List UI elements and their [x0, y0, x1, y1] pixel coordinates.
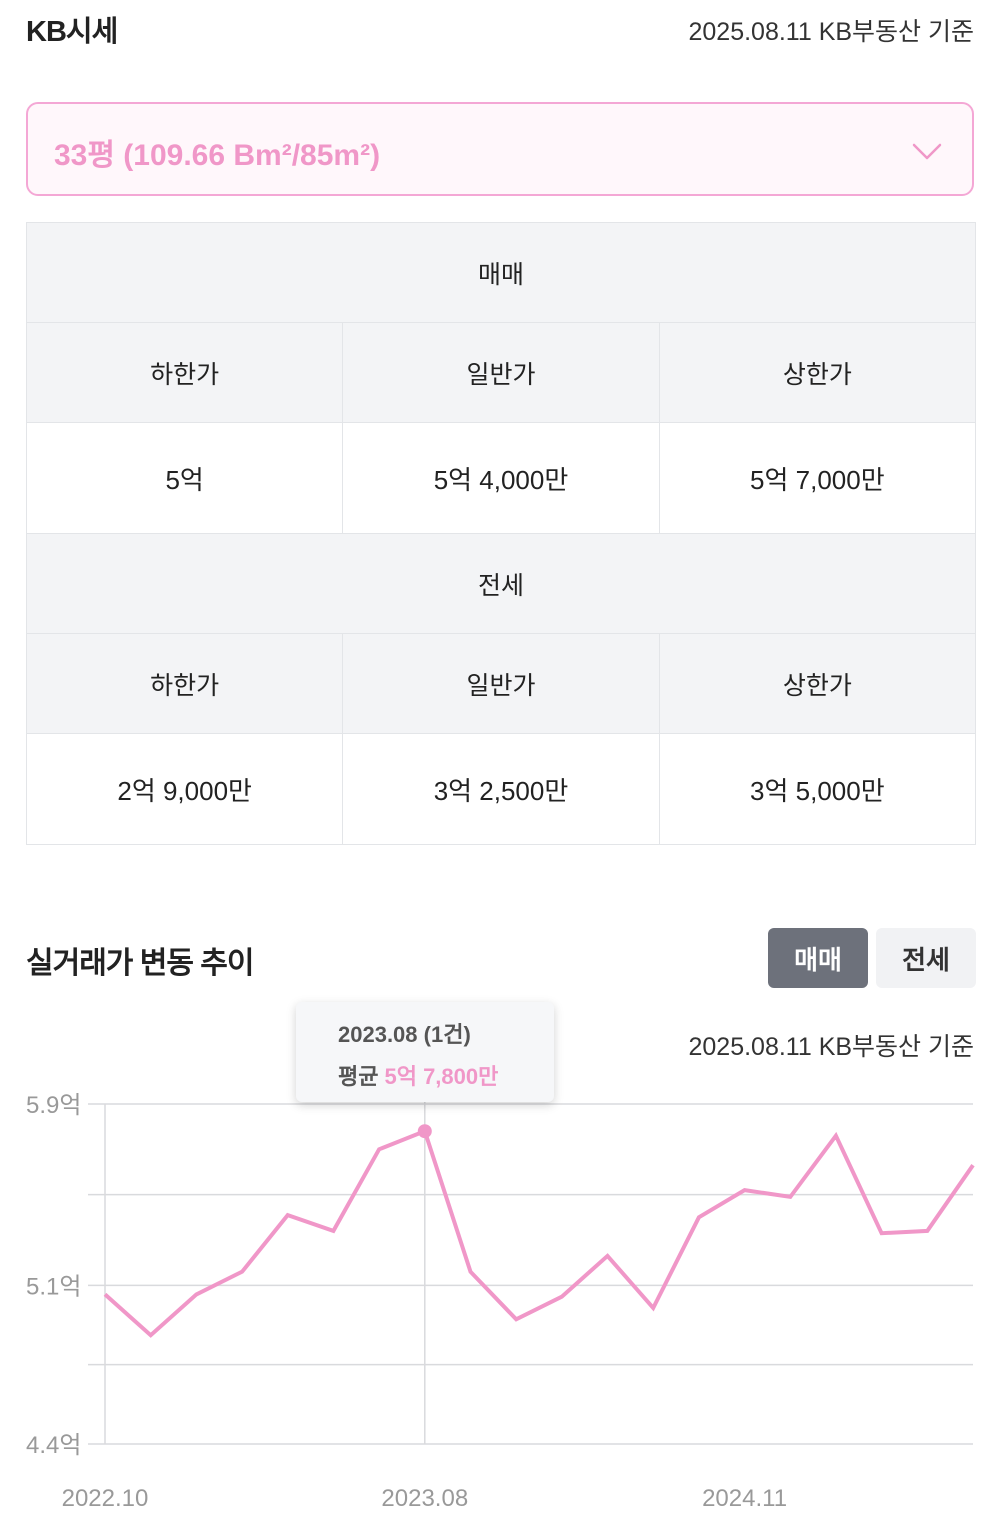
tooltip-average-value: 5억 7,800만	[384, 1064, 499, 1089]
jeonse-value-upper: 3억 5,000만	[658, 733, 977, 845]
tab-jeonse[interactable]: 전세	[876, 928, 976, 988]
jeonse-value-lower: 2억 9,000만	[25, 733, 344, 845]
x-tick-label: 2022.10	[62, 1485, 149, 1512]
y-tick-label: 5.9억	[26, 1092, 81, 1119]
chart-tooltip: 2023.08 (1건) 평균 5억 7,800만	[296, 1002, 554, 1102]
kb-price-date: 2025.08.11 KB부동산 기준	[688, 18, 974, 46]
trend-title: 실거래가 변동 추이	[26, 947, 254, 980]
kb-price-title: KB시세	[26, 16, 118, 48]
sale-col-upper: 상한가	[658, 322, 977, 423]
sale-value-normal: 5억 4,000만	[342, 422, 660, 534]
sale-col-normal: 일반가	[342, 322, 660, 423]
tooltip-date: 2023.08 (1건)	[338, 1022, 471, 1047]
price-trend-chart[interactable]: 5.9억 5.1억 4.4억 2022.10 2023.08 2024.11	[0, 1080, 1000, 1520]
chevron-down-icon	[912, 143, 942, 160]
area-select-value: 33평 (109.66 Bm²/85m²)	[54, 139, 381, 172]
jeonse-value-normal: 3억 2,500만	[342, 733, 660, 845]
y-tick-label: 4.4억	[26, 1432, 81, 1459]
jeonse-col-upper: 상한가	[658, 633, 977, 734]
jeonse-section-header: 전세	[26, 533, 976, 634]
tab-sale[interactable]: 매매	[768, 928, 868, 988]
area-select-dropdown[interactable]: 33평 (109.66 Bm²/85m²)	[26, 102, 974, 196]
x-tick-label: 2024.11	[702, 1485, 787, 1512]
y-tick-label: 5.1억	[26, 1273, 81, 1300]
kb-price-table: 매매 하한가 일반가 상한가 5억 5억 4,000만 5억 7,000만 전세…	[25, 222, 977, 845]
sale-col-lower: 하한가	[25, 322, 344, 423]
sale-value-lower: 5억	[25, 422, 344, 534]
series-line	[103, 1128, 975, 1338]
highlight-point	[417, 1124, 432, 1139]
jeonse-col-normal: 일반가	[342, 633, 660, 734]
sale-section-header: 매매	[26, 222, 976, 323]
sale-value-upper: 5억 7,000만	[658, 422, 977, 534]
x-tick-label: 2023.08	[381, 1485, 468, 1512]
trend-date: 2025.08.11 KB부동산 기준	[688, 1033, 974, 1061]
tooltip-average: 평균 5억 7,800만	[338, 1059, 498, 1091]
jeonse-col-lower: 하한가	[25, 633, 344, 734]
tooltip-average-label: 평균	[338, 1064, 379, 1089]
